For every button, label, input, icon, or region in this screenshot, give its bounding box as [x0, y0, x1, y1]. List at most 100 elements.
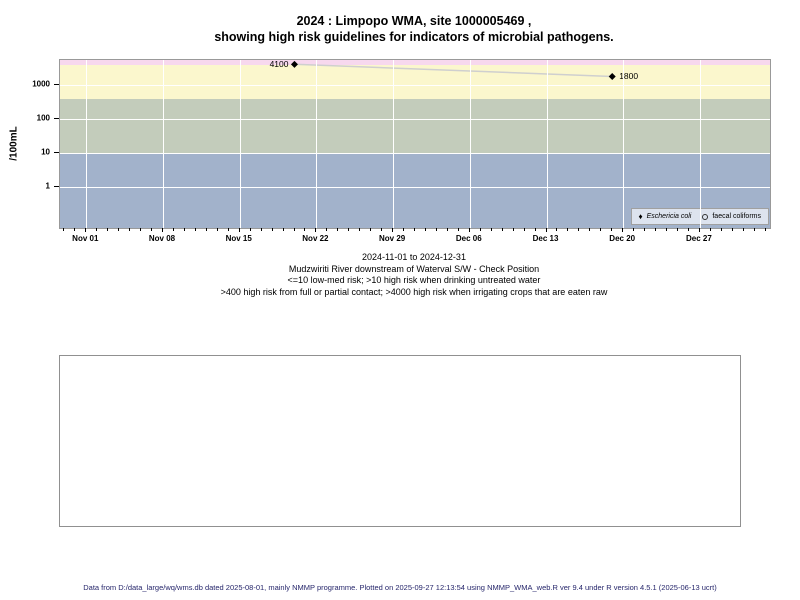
horizontal-gridline [60, 153, 770, 155]
x-axis-minor-tick [457, 228, 459, 231]
x-axis-minor-tick [107, 228, 109, 231]
series-line [294, 63, 613, 78]
x-axis-minor-tick [720, 228, 722, 231]
vertical-gridline [239, 60, 241, 228]
legend-label-ecoli: Eschericia coli [646, 213, 692, 220]
x-axis-minor-tick [129, 228, 131, 231]
x-axis-minor-tick [742, 228, 744, 231]
chart-title-line2: showing high risk guidelines for indicat… [214, 30, 614, 44]
x-axis-tick-label: Nov 22 [302, 234, 329, 243]
x-axis-minor-tick [709, 228, 711, 231]
x-axis-minor-tick [293, 228, 295, 231]
y-axis-tick-label: 1 [45, 181, 50, 191]
x-axis-major-tick [315, 228, 317, 232]
x-axis-minor-tick [578, 228, 580, 231]
empty-panel [59, 355, 741, 527]
x-axis-tick-label: Dec 20 [609, 234, 636, 243]
x-axis-tick-label: Dec 06 [455, 234, 482, 243]
x-axis-minor-tick [216, 228, 218, 231]
x-axis-minor-tick [304, 228, 306, 231]
x-axis-minor-tick [753, 228, 755, 231]
x-axis-tick-label: Dec 13 [532, 234, 559, 243]
risk-band [60, 64, 770, 99]
x-axis-minor-tick [282, 228, 284, 231]
x-axis-minor-tick [764, 228, 766, 231]
y-axis-tick-label: 10 [41, 147, 50, 157]
x-axis-minor-tick [687, 228, 689, 231]
footer-text: Data from D:/data_large/wq/wms.db dated … [83, 583, 717, 592]
x-axis-minor-tick [249, 228, 251, 231]
x-axis-minor-tick [227, 228, 229, 231]
x-axis-minor-tick [414, 228, 415, 231]
x-axis-major-tick [698, 228, 700, 232]
x-axis-minor-tick [611, 228, 613, 231]
vertical-gridline [469, 60, 471, 228]
x-axis: Nov 01 Nov 08 Nov 15 Nov 22 Nov 29 Dec 06 Dec … [59, 228, 769, 254]
x-axis-minor-tick [359, 228, 361, 231]
x-axis-minor-tick [446, 228, 448, 231]
chart-title-line1: 2024 : Limpopo WMA, site 1000005469 , [296, 14, 532, 28]
x-axis-minor-tick [644, 228, 646, 231]
x-axis-minor-tick [666, 228, 667, 231]
x-axis-minor-tick [589, 228, 591, 231]
x-axis-minor-tick [337, 228, 339, 231]
x-axis-minor-tick [403, 228, 404, 231]
x-axis-minor-tick [260, 228, 262, 231]
risk-band [60, 60, 770, 65]
x-axis-minor-tick [118, 228, 120, 231]
x-axis-minor-tick [479, 228, 481, 231]
x-axis-major-tick [622, 228, 624, 232]
y-axis-tick [54, 84, 59, 86]
x-axis-minor-tick [271, 228, 273, 231]
x-axis-minor-tick [633, 228, 635, 231]
x-axis-minor-tick [173, 228, 174, 231]
x-axis-minor-tick [381, 228, 383, 231]
x-axis-major-tick [85, 228, 87, 232]
subtitle-date-range: 2024-11-01 to 2024-12-31 [362, 252, 466, 262]
x-axis-minor-tick [370, 228, 372, 231]
x-axis-minor-tick [556, 228, 558, 231]
data-point-label: 1800 [619, 71, 638, 81]
x-axis-tick-label: Dec 27 [685, 234, 712, 243]
x-axis-minor-tick [425, 228, 426, 231]
subtitle-block: 2024-11-01 to 2024-12-31 Mudzwiriti Rive… [59, 252, 769, 298]
plot-area: 4100 1800 ♦ Eschericia coli faecal colifo… [59, 59, 771, 229]
risk-band [60, 98, 770, 154]
legend-entry-faecal-coliforms: faecal coliforms [702, 213, 761, 220]
x-axis-minor-tick [205, 228, 207, 231]
vertical-gridline [699, 60, 701, 228]
x-axis-minor-tick [512, 228, 514, 231]
x-axis-minor-tick [435, 228, 437, 231]
x-axis-major-tick [238, 228, 240, 232]
x-axis-major-tick [392, 228, 394, 232]
x-axis-minor-tick [731, 228, 733, 231]
x-axis-tick-label: Nov 29 [378, 234, 406, 243]
horizontal-gridline [60, 119, 770, 121]
x-axis-major-tick [162, 228, 163, 232]
vertical-gridline [163, 60, 164, 228]
x-axis-minor-tick [96, 228, 98, 231]
x-axis-minor-tick [523, 228, 525, 231]
x-axis-tick-label: Nov 01 [72, 234, 99, 243]
vertical-gridline [546, 60, 548, 228]
subtitle-risk-guideline-1: <=10 low-med risk; >10 high risk when dr… [287, 275, 541, 285]
vertical-gridline [623, 60, 625, 228]
y-axis-tick-label: 1000 [32, 79, 50, 89]
x-axis-tick-label: Nov 08 [148, 234, 176, 243]
vertical-gridline [393, 60, 395, 228]
x-axis-minor-tick [151, 228, 152, 231]
data-point-marker [608, 72, 616, 80]
horizontal-gridline [60, 187, 770, 189]
x-axis-minor-tick [74, 228, 76, 231]
horizontal-gridline [60, 85, 770, 87]
x-axis-major-tick [468, 228, 470, 232]
x-axis-minor-tick [600, 228, 602, 231]
legend-entry-ecoli: ♦ Eschericia coli [639, 212, 692, 221]
x-axis-minor-tick [326, 228, 328, 231]
y-axis: 1 10 100 1000 [0, 59, 59, 227]
x-axis-minor-tick [501, 228, 503, 231]
x-axis-minor-tick [490, 228, 492, 231]
legend-label-faecal-coliforms: faecal coliforms [712, 213, 761, 220]
x-axis-minor-tick [655, 228, 656, 231]
chart-title: 2024 : Limpopo WMA, site 1000005469 , sh… [59, 13, 769, 45]
